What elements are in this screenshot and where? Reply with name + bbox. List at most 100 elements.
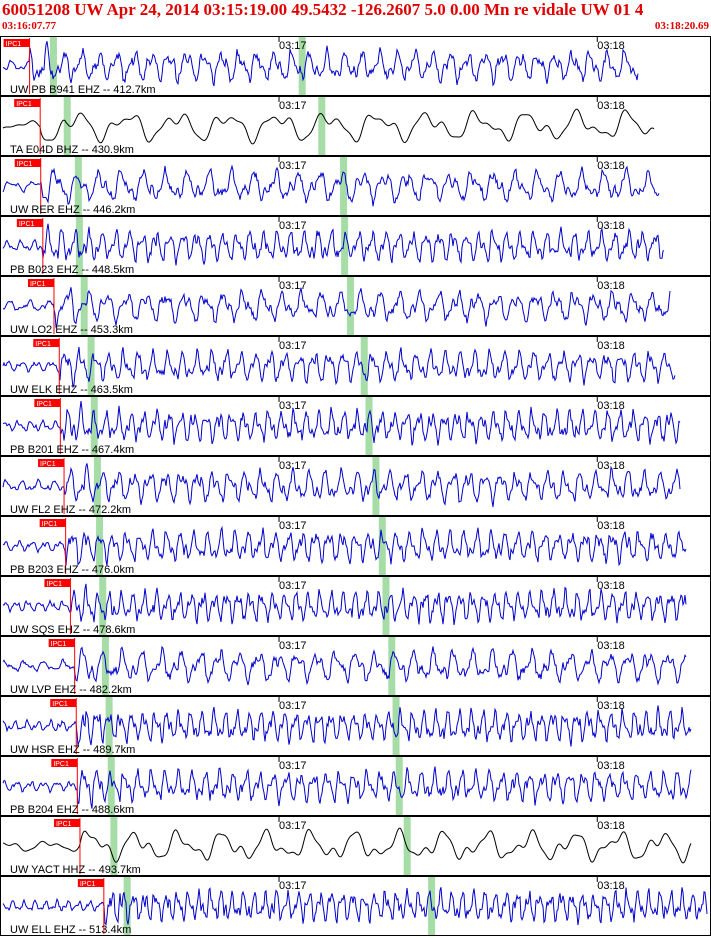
- waveform-trace: [2, 525, 687, 567]
- waveform-trace: [2, 583, 687, 626]
- minute-tick-label: 03:18: [597, 460, 625, 472]
- pick-marker[interactable]: [27, 279, 54, 287]
- pick-marker[interactable]: [44, 579, 71, 587]
- minute-tick-label: 03:17: [279, 340, 307, 352]
- pick-marker[interactable]: [51, 759, 78, 767]
- end-time: 03:18:20.69: [654, 20, 709, 32]
- arrival-band: [74, 157, 82, 215]
- pick-marker[interactable]: [16, 219, 43, 227]
- arrival-band: [49, 37, 57, 95]
- pick-label: IPC1: [46, 581, 62, 588]
- pick-label: IPC1: [56, 821, 72, 828]
- minute-tick-label: 03:17: [279, 820, 307, 832]
- station-label: PB B201 EHZ -- 467.4km: [10, 444, 134, 456]
- pick-label: IPC1: [16, 101, 32, 108]
- station-label: UW SQS EHZ -- 478.6km: [10, 624, 135, 636]
- pick-label: IPC1: [51, 641, 67, 648]
- station-row: 03:17 03:18 IPC1 PB B203 EHZ -- 476.0km: [0, 516, 711, 576]
- station-row: 03:17 03:18 IPC1 TA E04D BHZ -- 430.9km: [0, 96, 711, 156]
- pick-label: IPC1: [6, 41, 22, 48]
- minute-tick-label: 03:18: [597, 880, 625, 892]
- arrival-band: [378, 517, 386, 575]
- waveform-trace: [2, 645, 687, 686]
- pick-marker[interactable]: [34, 399, 61, 407]
- station-label: UW YACT HHZ -- 493.7km: [10, 864, 141, 876]
- station-row: 03:17 03:18 IPC1 UW HSR EHZ -- 489.7km: [0, 696, 711, 756]
- start-time: 03:16:07.77: [2, 20, 57, 32]
- station-row: 03:17 03:18 IPC1 UW SQS EHZ -- 478.6km: [0, 576, 711, 636]
- pick-label: IPC1: [19, 221, 35, 228]
- station-row: 03:17 03:18 IPC1 UW RER EHZ -- 446.2km: [0, 156, 711, 216]
- arrival-band: [90, 397, 98, 455]
- pick-label: IPC1: [36, 401, 52, 408]
- minute-tick-label: 03:17: [279, 160, 307, 172]
- station-label: PB B023 EHZ -- 448.5km: [10, 264, 134, 276]
- pick-label: IPC1: [30, 281, 46, 288]
- pick-marker[interactable]: [48, 639, 75, 647]
- station-row: 03:17 03:18 IPC1 PB B204 EHZ -- 488.6km: [0, 756, 711, 816]
- minute-tick-label: 03:18: [597, 220, 625, 232]
- station-label: UW HSR EHZ -- 489.7km: [10, 744, 135, 756]
- event-title: 60051208 UW Apr 24, 2014 03:15:19.00 49.…: [2, 0, 644, 19]
- station-row: 03:17 03:18 IPC1 PB B023 EHZ -- 448.5km: [0, 216, 711, 276]
- minute-tick-label: 03:17: [279, 520, 307, 532]
- waveform-trace: [2, 287, 671, 329]
- pick-marker[interactable]: [14, 99, 41, 107]
- arrival-band: [99, 577, 107, 635]
- arrival-band: [403, 817, 411, 875]
- arrival-band: [80, 277, 88, 335]
- pick-marker[interactable]: [38, 459, 65, 467]
- minute-tick-label: 03:17: [279, 760, 307, 772]
- pick-marker[interactable]: [14, 159, 41, 167]
- arrival-band: [110, 817, 118, 875]
- station-row: 03:17 03:18 IPC1 PB B201 EHZ -- 467.4km: [0, 396, 711, 456]
- record-header: 60051208 UW Apr 24, 2014 03:15:19.00 49.…: [0, 0, 711, 36]
- arrival-band: [107, 757, 115, 815]
- waveform-trace: [2, 41, 639, 87]
- pick-label: IPC1: [35, 341, 51, 348]
- minute-tick-label: 03:17: [279, 700, 307, 712]
- station-row: 03:17 03:18 IPC1 UW FL2 EHZ -- 472.2km: [0, 456, 711, 516]
- minute-tick-label: 03:17: [279, 460, 307, 472]
- waveform-trace: [2, 463, 681, 508]
- pick-marker[interactable]: [50, 699, 77, 707]
- arrival-band: [388, 637, 396, 695]
- minute-tick-label: 03:17: [279, 400, 307, 412]
- pick-label: IPC1: [40, 461, 56, 468]
- station-label: TA E04D BHZ -- 430.9km: [10, 144, 134, 156]
- minute-tick-label: 03:18: [597, 160, 625, 172]
- pick-label: IPC1: [53, 761, 69, 768]
- waveform-trace: [2, 346, 676, 388]
- station-label: UW PB B941 EHZ -- 412.7km: [10, 84, 156, 96]
- station-label: UW LVP EHZ -- 482.2km: [10, 684, 132, 696]
- arrival-band: [340, 157, 348, 215]
- station-row: 03:17 03:18 IPC1 UW ELK EHZ -- 463.5km: [0, 336, 711, 396]
- minute-tick-label: 03:18: [597, 40, 625, 52]
- arrival-band: [382, 577, 390, 635]
- minute-tick-label: 03:17: [279, 220, 307, 232]
- pick-marker[interactable]: [33, 339, 60, 347]
- waveform-trace: [2, 164, 660, 207]
- arrival-band: [75, 217, 83, 275]
- minute-tick-label: 03:17: [279, 880, 307, 892]
- pick-marker[interactable]: [77, 879, 104, 887]
- pick-marker[interactable]: [39, 519, 66, 527]
- arrival-band: [318, 97, 326, 155]
- station-label: UW RER EHZ -- 446.2km: [10, 204, 135, 216]
- minute-tick-label: 03:18: [597, 760, 625, 772]
- arrival-band: [105, 697, 113, 755]
- arrival-band: [123, 877, 131, 935]
- minute-tick-label: 03:18: [597, 580, 625, 592]
- minute-tick-label: 03:18: [597, 340, 625, 352]
- arrival-band: [392, 697, 400, 755]
- pick-label: IPC1: [80, 881, 96, 888]
- waveform-trace: [2, 827, 692, 864]
- minute-tick-label: 03:17: [279, 100, 307, 112]
- minute-tick-label: 03:18: [597, 400, 625, 412]
- station-row: 03:17 03:18 IPC1 UW ELL EHZ -- 513.4km: [0, 876, 711, 936]
- pick-marker[interactable]: [3, 39, 30, 47]
- minute-tick-label: 03:17: [279, 640, 307, 652]
- pick-marker[interactable]: [53, 819, 80, 827]
- station-label: UW LO2 EHZ -- 453.3km: [10, 324, 133, 336]
